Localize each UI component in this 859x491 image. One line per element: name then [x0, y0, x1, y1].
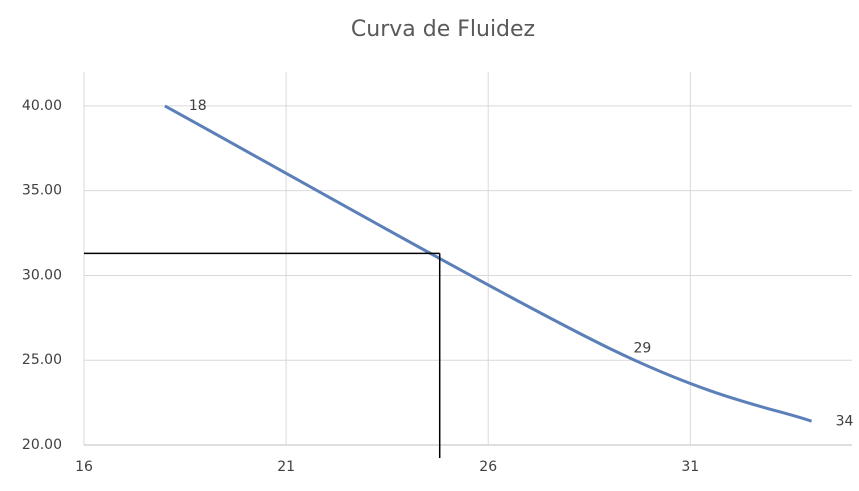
y-tick-label: 35.00 — [22, 183, 62, 199]
y-tick-label: 20.00 — [22, 437, 62, 453]
chart-title: Curva de Fluidez — [351, 17, 535, 42]
data-label: 29 — [633, 340, 651, 356]
data-label: 34 — [836, 413, 854, 429]
y-tick-label: 40.00 — [22, 98, 62, 114]
x-tick-label: 16 — [75, 459, 93, 475]
data-label: 18 — [189, 98, 207, 114]
x-tick-label: 31 — [681, 459, 699, 475]
x-tick-label: 21 — [277, 459, 295, 475]
line — [164, 104, 813, 423]
x-tick-label: 26 — [479, 459, 497, 475]
y-tick-label: 25.00 — [22, 352, 62, 368]
y-tick-label: 30.00 — [22, 267, 62, 283]
